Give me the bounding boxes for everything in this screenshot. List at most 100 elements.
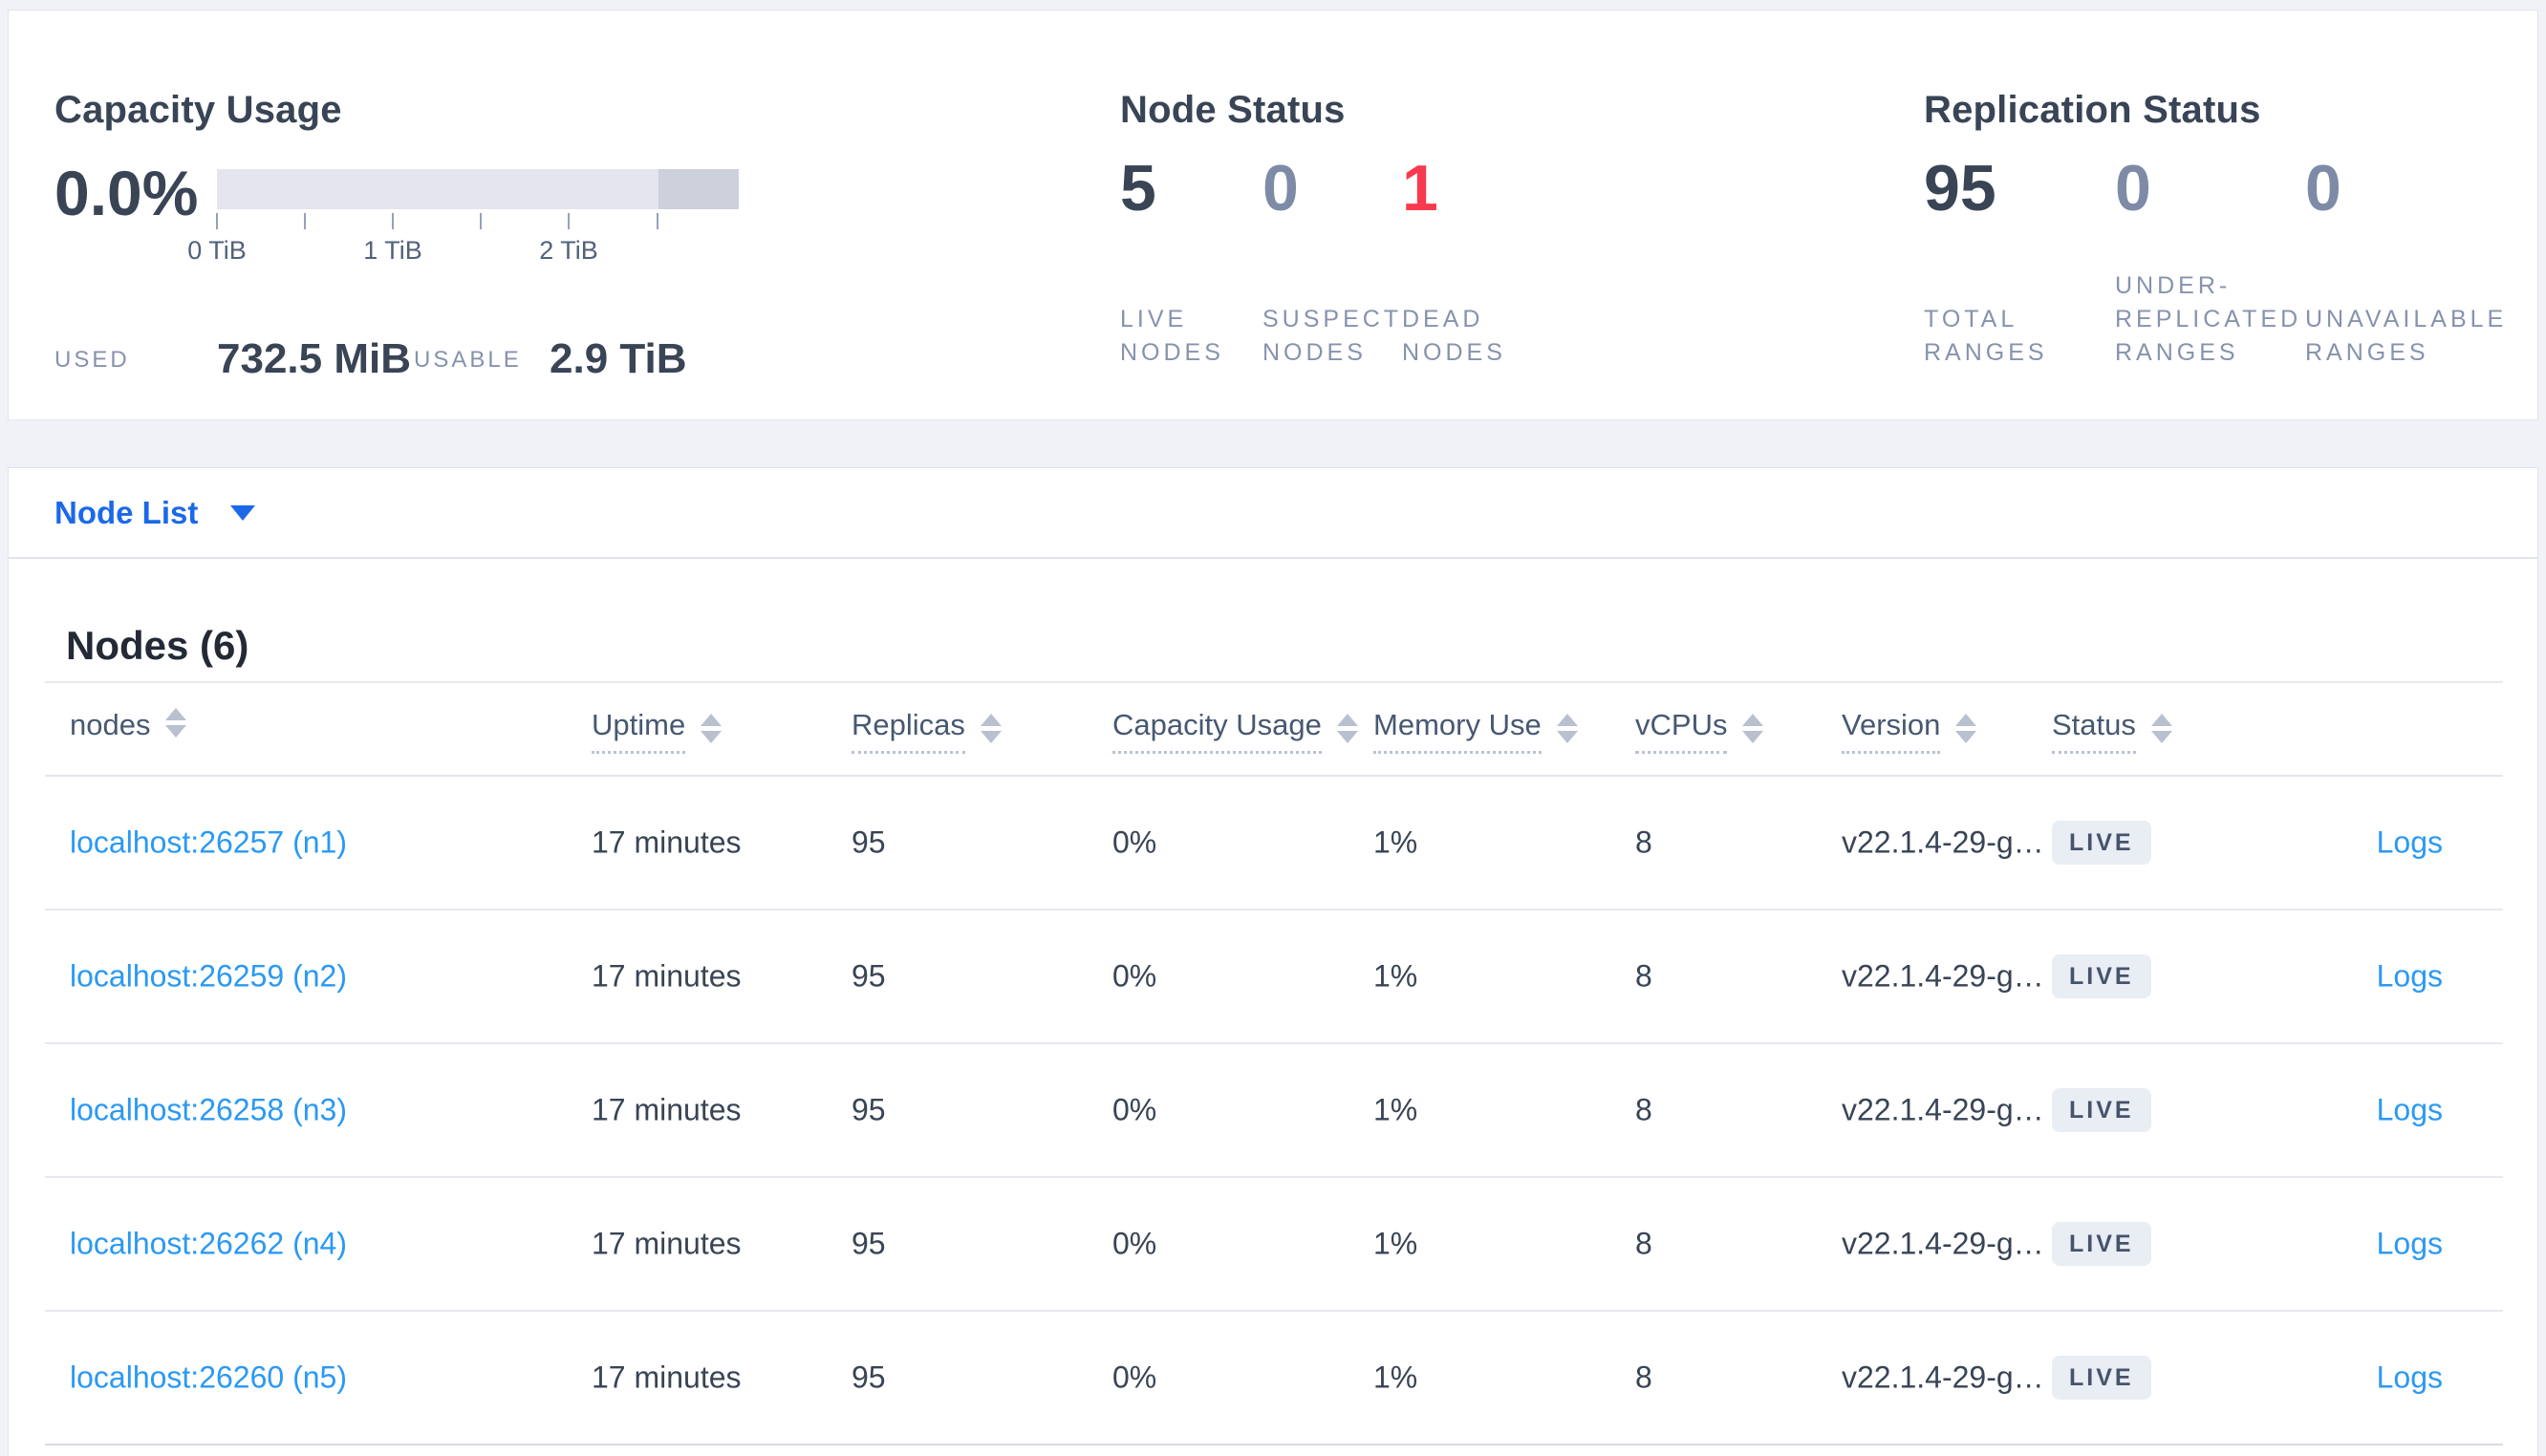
version-value: v22.1.4-29-g…	[1842, 1226, 2044, 1261]
column-header-version[interactable]: Version	[1842, 708, 1977, 754]
sort-icon	[701, 713, 723, 743]
node-link[interactable]: localhost:26262 (n4)	[70, 1226, 347, 1261]
axis-tick	[657, 213, 658, 229]
under-replicated-ranges-count: 0	[2115, 152, 2151, 225]
table-header-row: nodes Uptime Replicas Capacity Usage Mem…	[45, 695, 2503, 773]
logs-link[interactable]: Logs	[2376, 1226, 2443, 1261]
version-value: v22.1.4-29-g…	[1842, 1092, 2044, 1127]
memory-use-value: 1%	[1373, 1092, 1418, 1127]
vcpus-value: 8	[1635, 958, 1652, 994]
total-ranges-label: TOTAL RANGES	[1924, 306, 2048, 366]
logs-link[interactable]: Logs	[2376, 958, 2443, 994]
node-link[interactable]: localhost:26260 (n5)	[70, 1360, 347, 1395]
nodes-table-card: Nodes (6) nodes Uptime Replicas Capacity…	[8, 558, 2538, 1456]
column-header-nodes[interactable]: nodes	[70, 707, 187, 742]
view-selector-bar: Node List	[8, 467, 2538, 558]
replicas-value: 95	[852, 958, 886, 994]
sort-icon	[1336, 713, 1358, 743]
uptime-value: 17 minutes	[592, 1360, 742, 1395]
column-header-uptime[interactable]: Uptime	[592, 708, 723, 754]
memory-use-value: 1%	[1373, 1226, 1418, 1261]
capacity-bar-segment	[658, 169, 739, 209]
dead-nodes-label: DEAD NODES	[1402, 306, 1506, 366]
uptime-value: 17 minutes	[592, 824, 742, 860]
column-header-capacity-usage[interactable]: Capacity Usage	[1112, 708, 1358, 754]
replication-status-title: Replication Status	[1924, 89, 2261, 131]
table-row: localhost:26257 (n1) 17 minutes 95 0% 1%…	[45, 777, 2503, 910]
axis-tick	[568, 213, 570, 229]
logs-link[interactable]: Logs	[2376, 824, 2443, 860]
version-value: v22.1.4-29-g…	[1842, 1360, 2044, 1395]
logs-link[interactable]: Logs	[2376, 1092, 2443, 1127]
suspect-nodes-count: 0	[1262, 152, 1299, 225]
table-row: localhost:26258 (n3) 17 minutes 95 0% 1%…	[45, 1044, 2503, 1178]
axis-tick-label: 2 TiB	[539, 236, 598, 265]
status-badge: LIVE	[2052, 1222, 2151, 1266]
uptime-value: 17 minutes	[592, 1092, 742, 1127]
axis-tick	[392, 213, 394, 229]
nodes-table-title: Nodes (6)	[66, 622, 249, 668]
replicas-value: 95	[852, 824, 886, 860]
table-row: localhost:26259 (n2) 17 minutes 95 0% 1%…	[45, 910, 2503, 1044]
memory-use-value: 1%	[1373, 958, 1418, 994]
table-row: localhost:26262 (n4) 17 minutes 95 0% 1%…	[45, 1178, 2503, 1312]
replicas-value: 95	[852, 1092, 886, 1127]
unavailable-ranges-label: UNAVAILABLE RANGES	[2305, 306, 2508, 366]
node-link[interactable]: localhost:26259 (n2)	[70, 958, 347, 994]
version-value: v22.1.4-29-g…	[1842, 824, 2044, 860]
live-nodes-label: LIVE NODES	[1120, 306, 1224, 366]
sort-icon	[2150, 713, 2172, 743]
cluster-summary-card: Capacity Usage 0.0% 0 TiB 1 TiB 2 TiB US…	[8, 10, 2538, 420]
status-badge: LIVE	[2052, 1356, 2151, 1400]
capacity-usage-value: 0%	[1112, 958, 1157, 994]
column-header-status[interactable]: Status	[2052, 708, 2172, 754]
usable-label: USABLE	[414, 347, 522, 373]
vcpus-value: 8	[1635, 1092, 1652, 1127]
capacity-usage-title: Capacity Usage	[54, 89, 342, 131]
node-link[interactable]: localhost:26257 (n1)	[70, 824, 347, 860]
capacity-usage-value: 0%	[1112, 1226, 1157, 1261]
status-badge: LIVE	[2052, 821, 2151, 865]
view-selector-label: Node List	[54, 494, 199, 530]
view-selector-dropdown[interactable]: Node List	[54, 468, 256, 557]
capacity-usage-value: 0%	[1112, 824, 1157, 860]
status-badge: LIVE	[2052, 954, 2151, 998]
sort-icon	[1556, 713, 1578, 743]
axis-tick	[480, 213, 482, 229]
sort-icon	[1742, 713, 1764, 743]
vcpus-value: 8	[1635, 1360, 1652, 1395]
capacity-usage-value: 0%	[1112, 1360, 1157, 1395]
capacity-percent: 0.0%	[54, 158, 199, 228]
logs-link[interactable]: Logs	[2376, 1360, 2443, 1395]
node-status-title: Node Status	[1120, 89, 1346, 131]
unavailable-ranges-count: 0	[2305, 152, 2341, 225]
capacity-usage-value: 0%	[1112, 1092, 1157, 1127]
memory-use-value: 1%	[1373, 1360, 1418, 1395]
divider	[45, 681, 2503, 683]
column-header-replicas[interactable]: Replicas	[852, 708, 1002, 754]
sort-icon	[1955, 713, 1977, 743]
sort-icon	[980, 713, 1002, 743]
replicas-value: 95	[852, 1226, 886, 1261]
column-header-vcpus[interactable]: vCPUs	[1635, 708, 1764, 754]
node-link[interactable]: localhost:26258 (n3)	[70, 1092, 347, 1127]
sort-icon	[165, 707, 187, 738]
uptime-value: 17 minutes	[592, 958, 742, 994]
used-value: 732.5 MiB	[217, 335, 411, 382]
column-header-memory-use[interactable]: Memory Use	[1373, 708, 1578, 754]
total-ranges-count: 95	[1924, 152, 1996, 225]
divider	[45, 775, 2503, 777]
dead-nodes-count: 1	[1402, 152, 1438, 225]
memory-use-value: 1%	[1373, 824, 1418, 860]
vcpus-value: 8	[1635, 1226, 1652, 1261]
live-nodes-count: 5	[1120, 152, 1156, 225]
axis-tick-label: 1 TiB	[363, 236, 422, 265]
used-label: USED	[54, 347, 130, 373]
uptime-value: 17 minutes	[592, 1226, 742, 1261]
capacity-bar	[217, 169, 739, 209]
axis-tick	[216, 213, 218, 229]
status-badge: LIVE	[2052, 1088, 2151, 1132]
replicas-value: 95	[852, 1360, 886, 1395]
axis-tick	[304, 213, 306, 229]
